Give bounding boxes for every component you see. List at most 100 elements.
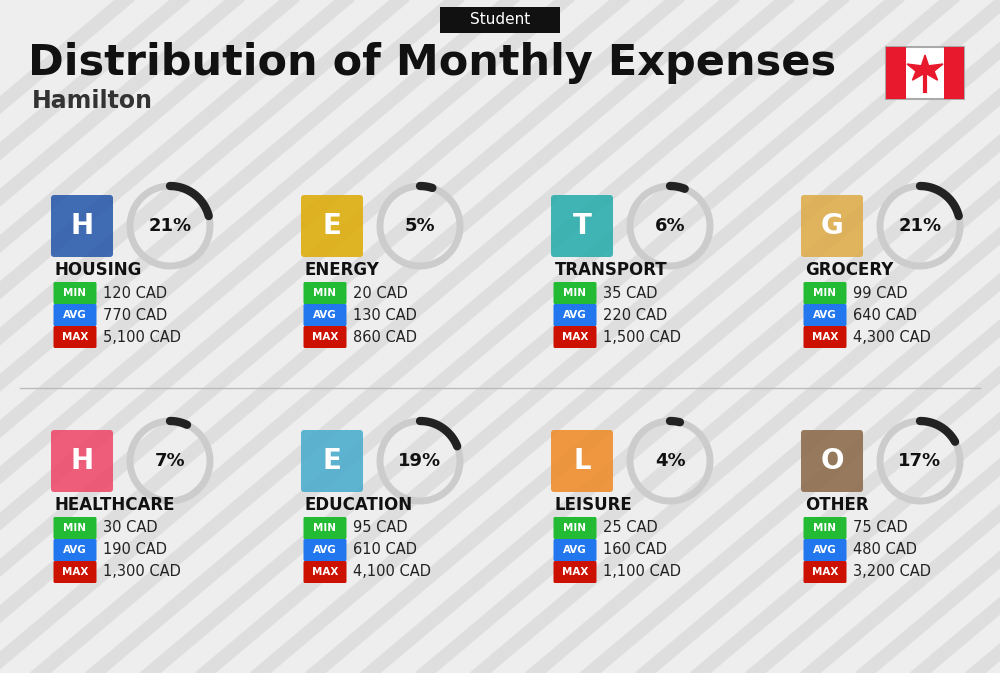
FancyBboxPatch shape bbox=[886, 47, 906, 99]
FancyBboxPatch shape bbox=[440, 7, 560, 33]
FancyBboxPatch shape bbox=[801, 195, 863, 257]
Text: O: O bbox=[820, 447, 844, 475]
Text: MAX: MAX bbox=[62, 332, 88, 342]
FancyBboxPatch shape bbox=[304, 539, 347, 561]
Text: Student: Student bbox=[470, 13, 530, 28]
FancyBboxPatch shape bbox=[804, 326, 846, 348]
Text: MAX: MAX bbox=[312, 567, 338, 577]
FancyBboxPatch shape bbox=[304, 561, 347, 583]
Text: 1,100 CAD: 1,100 CAD bbox=[603, 565, 681, 579]
Text: 770 CAD: 770 CAD bbox=[103, 308, 167, 322]
Text: MIN: MIN bbox=[814, 288, 836, 298]
FancyBboxPatch shape bbox=[304, 517, 347, 539]
Text: 640 CAD: 640 CAD bbox=[853, 308, 917, 322]
Text: L: L bbox=[573, 447, 591, 475]
FancyBboxPatch shape bbox=[804, 282, 846, 304]
Text: 160 CAD: 160 CAD bbox=[603, 542, 667, 557]
Text: MAX: MAX bbox=[562, 332, 588, 342]
Text: 20 CAD: 20 CAD bbox=[353, 285, 408, 301]
Text: 75 CAD: 75 CAD bbox=[853, 520, 908, 536]
Text: H: H bbox=[70, 447, 94, 475]
FancyBboxPatch shape bbox=[554, 304, 596, 326]
Text: 190 CAD: 190 CAD bbox=[103, 542, 167, 557]
Text: 21%: 21% bbox=[898, 217, 942, 235]
FancyBboxPatch shape bbox=[554, 326, 596, 348]
Text: AVG: AVG bbox=[563, 310, 587, 320]
Text: 4,300 CAD: 4,300 CAD bbox=[853, 330, 931, 345]
Polygon shape bbox=[907, 55, 943, 80]
Text: MAX: MAX bbox=[812, 332, 838, 342]
Text: 220 CAD: 220 CAD bbox=[603, 308, 667, 322]
FancyBboxPatch shape bbox=[804, 304, 846, 326]
Text: 3,200 CAD: 3,200 CAD bbox=[853, 565, 931, 579]
Text: 99 CAD: 99 CAD bbox=[853, 285, 908, 301]
Text: G: G bbox=[821, 212, 843, 240]
FancyBboxPatch shape bbox=[804, 517, 846, 539]
Text: MAX: MAX bbox=[62, 567, 88, 577]
Text: MIN: MIN bbox=[564, 288, 586, 298]
Text: 95 CAD: 95 CAD bbox=[353, 520, 408, 536]
FancyBboxPatch shape bbox=[304, 326, 347, 348]
Text: MAX: MAX bbox=[312, 332, 338, 342]
Text: AVG: AVG bbox=[813, 545, 837, 555]
Text: MAX: MAX bbox=[812, 567, 838, 577]
Text: AVG: AVG bbox=[563, 545, 587, 555]
Text: 4,100 CAD: 4,100 CAD bbox=[353, 565, 431, 579]
FancyBboxPatch shape bbox=[54, 561, 96, 583]
Text: MIN: MIN bbox=[64, 523, 87, 533]
Text: 30 CAD: 30 CAD bbox=[103, 520, 158, 536]
Text: E: E bbox=[323, 447, 341, 475]
FancyBboxPatch shape bbox=[304, 304, 347, 326]
Text: 1,300 CAD: 1,300 CAD bbox=[103, 565, 181, 579]
FancyBboxPatch shape bbox=[801, 430, 863, 492]
Text: 25 CAD: 25 CAD bbox=[603, 520, 658, 536]
Text: MIN: MIN bbox=[564, 523, 586, 533]
FancyBboxPatch shape bbox=[54, 326, 96, 348]
FancyBboxPatch shape bbox=[54, 304, 96, 326]
Text: EDUCATION: EDUCATION bbox=[305, 496, 413, 514]
FancyBboxPatch shape bbox=[301, 430, 363, 492]
Text: LEISURE: LEISURE bbox=[555, 496, 633, 514]
FancyBboxPatch shape bbox=[551, 430, 613, 492]
FancyBboxPatch shape bbox=[54, 282, 96, 304]
Text: AVG: AVG bbox=[63, 310, 87, 320]
FancyBboxPatch shape bbox=[304, 282, 347, 304]
Text: 860 CAD: 860 CAD bbox=[353, 330, 417, 345]
Text: 19%: 19% bbox=[398, 452, 442, 470]
FancyBboxPatch shape bbox=[554, 539, 596, 561]
FancyBboxPatch shape bbox=[54, 517, 96, 539]
Text: 5%: 5% bbox=[405, 217, 435, 235]
Text: 21%: 21% bbox=[148, 217, 192, 235]
FancyBboxPatch shape bbox=[554, 282, 596, 304]
FancyBboxPatch shape bbox=[54, 539, 96, 561]
FancyBboxPatch shape bbox=[301, 195, 363, 257]
Text: Distribution of Monthly Expenses: Distribution of Monthly Expenses bbox=[28, 42, 836, 84]
Text: AVG: AVG bbox=[63, 545, 87, 555]
FancyBboxPatch shape bbox=[804, 561, 846, 583]
FancyBboxPatch shape bbox=[886, 47, 964, 99]
Text: GROCERY: GROCERY bbox=[805, 261, 893, 279]
Text: E: E bbox=[323, 212, 341, 240]
Text: MIN: MIN bbox=[64, 288, 87, 298]
FancyBboxPatch shape bbox=[551, 195, 613, 257]
FancyBboxPatch shape bbox=[804, 539, 846, 561]
Text: 610 CAD: 610 CAD bbox=[353, 542, 417, 557]
FancyBboxPatch shape bbox=[554, 561, 596, 583]
Text: MIN: MIN bbox=[814, 523, 836, 533]
Text: 35 CAD: 35 CAD bbox=[603, 285, 658, 301]
Text: MIN: MIN bbox=[314, 288, 336, 298]
Text: T: T bbox=[573, 212, 591, 240]
Text: 6%: 6% bbox=[655, 217, 685, 235]
Text: MIN: MIN bbox=[314, 523, 336, 533]
Text: AVG: AVG bbox=[813, 310, 837, 320]
Text: MAX: MAX bbox=[562, 567, 588, 577]
Text: H: H bbox=[70, 212, 94, 240]
Text: HOUSING: HOUSING bbox=[55, 261, 142, 279]
Text: 5,100 CAD: 5,100 CAD bbox=[103, 330, 181, 345]
Text: TRANSPORT: TRANSPORT bbox=[555, 261, 668, 279]
FancyBboxPatch shape bbox=[51, 195, 113, 257]
Text: ENERGY: ENERGY bbox=[305, 261, 380, 279]
Text: HEALTHCARE: HEALTHCARE bbox=[55, 496, 176, 514]
Text: 1,500 CAD: 1,500 CAD bbox=[603, 330, 681, 345]
Text: 120 CAD: 120 CAD bbox=[103, 285, 167, 301]
